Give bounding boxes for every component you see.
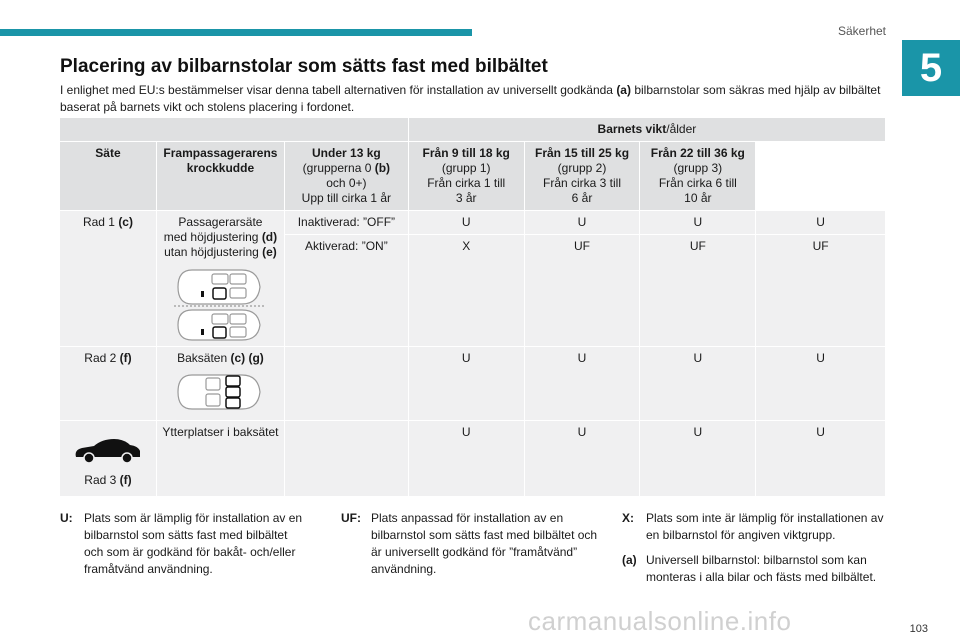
legend-x: X: Plats som inte är lämplig för install…	[622, 510, 884, 544]
weight-2-line1: (grupp 1)	[441, 161, 491, 175]
legend-u-key: U:	[60, 511, 73, 525]
col-weight-2: Från 9 till 18 kg (grupp 1) Från cirka 1…	[407, 141, 525, 211]
page-number: 103	[909, 623, 928, 635]
table-cell: U	[639, 346, 757, 421]
weight-3-line1: (grupp 2)	[557, 161, 607, 175]
row1-seat-ref-d: (d)	[261, 230, 278, 244]
table-cell	[283, 420, 409, 497]
row1-label-text: Rad 1	[82, 215, 119, 229]
weight-2-line2: Från cirka 1 till	[427, 176, 506, 190]
table-cell: U	[523, 346, 641, 421]
col-weight-4: Från 22 till 36 kg (grupp 3) Från cirka …	[639, 141, 757, 211]
table-row: Rad 3 (f) Ytterplatser i baksätet U U U …	[59, 420, 886, 497]
table-cell: U	[523, 420, 641, 497]
rear-seat-diagram-icon	[177, 374, 262, 410]
row1-airbag-off: Inaktiverad: ”OFF”	[283, 210, 409, 235]
row2-label: Rad 2 (f)	[59, 346, 157, 421]
legend-x-text: Plats som inte är lämplig för installati…	[646, 511, 884, 542]
weight-group-header: Barnets vikt/ålder	[407, 117, 887, 142]
table-cell	[283, 346, 409, 421]
row2-seat-text: Baksäten	[177, 351, 231, 365]
legend-u: U: Plats som är lämplig för installation…	[60, 510, 310, 578]
col-seat-header: Säte	[59, 141, 157, 211]
table-row: Rad 1 (c) Passagerarsäte med höjdjusteri…	[59, 210, 886, 347]
weight-1-line2: och 0+)	[326, 176, 367, 190]
table-cell: U	[639, 420, 757, 497]
weight-4-line3: 10 år	[684, 191, 712, 205]
legend-a: (a) Universell bilbarnstol: bilbarnstol …	[622, 552, 884, 586]
row1-seat-line2: med höjdjustering	[163, 230, 262, 244]
row3-label-ref: (f)	[119, 473, 132, 487]
table-header-row: Säte Frampassagerarens krockkudde Under …	[59, 141, 886, 211]
row1-seat-line3: utan höjdjustering	[164, 245, 263, 259]
intro-text-1: I enlighet med EU:s bestämmelser visar d…	[60, 83, 617, 97]
row1-seat-ref-e: (e)	[262, 245, 277, 259]
table-cell: UF	[639, 234, 757, 347]
table-cell: U	[639, 210, 757, 235]
legend-uf-key: UF:	[341, 511, 361, 525]
front-seat-diagram-icon	[174, 269, 267, 341]
row2-seat: Baksäten (c) (g)	[155, 346, 285, 421]
row1-seat-line1: Passagerarsäte	[178, 215, 263, 229]
table-cell: U	[755, 346, 886, 421]
row3-label: Rad 3 (f)	[59, 420, 157, 497]
legend-a-key: (a)	[622, 553, 637, 567]
section-name: Säkerhet	[837, 24, 886, 38]
table-cell: U	[755, 210, 886, 235]
col-airbag-header: Frampassagerarens krockkudde	[155, 141, 285, 211]
row1-label: Rad 1 (c)	[59, 210, 157, 347]
weight-1-ref: (b)	[374, 161, 391, 175]
table-cell: U	[523, 210, 641, 235]
intro-ref-a: (a)	[616, 83, 631, 97]
row3-seat: Ytterplatser i baksätet	[155, 420, 285, 497]
intro-text-2: bilbarnstolar som säkras med hjälp av bi…	[60, 83, 881, 114]
legend-a-text: Universell bilbarnstol: bilbarnstol som …	[646, 553, 877, 584]
weight-3-title: Från 15 till 25 kg	[534, 146, 630, 160]
col-weight-3: Från 15 till 25 kg (grupp 2) Från cirka …	[523, 141, 641, 211]
table-cell: U	[755, 420, 886, 497]
row2-seat-ref: (c) (g)	[230, 351, 264, 365]
table-cell: X	[407, 234, 525, 347]
col-weight-1: Under 13 kg (grupperna 0 (b) och 0+) Upp…	[283, 141, 409, 211]
table-cell: U	[407, 420, 525, 497]
weight-4-title: Från 22 till 36 kg	[650, 146, 745, 160]
weight-1-line3: Upp till cirka 1 år	[301, 191, 392, 205]
row2-label-ref: (f)	[119, 351, 132, 365]
weight-1-line1: (grupperna 0	[302, 161, 375, 175]
weight-3-line3: 6 år	[571, 191, 593, 205]
row2-label-text: Rad 2	[84, 351, 120, 365]
weight-header-bold: Barnets vikt	[597, 122, 667, 136]
chapter-number: 5	[902, 40, 960, 96]
header-accent-bar	[0, 29, 472, 36]
row1-seat: Passagerarsäte med höjdjustering (d) uta…	[155, 210, 285, 347]
child-seat-table: Barnets vikt/ålder Säte Frampassageraren…	[59, 117, 887, 497]
car-silhouette-icon	[75, 439, 140, 464]
table-cell: UF	[755, 234, 886, 347]
table-row: Rad 2 (f) Baksäten (c) (g) U U U U	[59, 346, 886, 421]
table-row: Aktiverad: ”ON” X UF UF UF	[60, 234, 886, 347]
weight-4-line2: Från cirka 6 till	[658, 176, 737, 190]
legend-uf-text: Plats anpassad för installation av en bi…	[371, 511, 598, 576]
row1-label-ref: (c)	[118, 215, 133, 229]
row3-label-text: Rad 3	[84, 473, 120, 487]
table-group-header-row: Barnets vikt/ålder	[59, 117, 887, 142]
watermark: carmanualsonline.info	[528, 606, 792, 636]
weight-4-line1: (grupp 3)	[673, 161, 723, 175]
intro-paragraph: I enlighet med EU:s bestämmelser visar d…	[60, 82, 890, 116]
weight-2-line3: 3 år	[455, 191, 477, 205]
weight-3-line2: Från cirka 3 till	[543, 176, 622, 190]
weight-1-title: Under 13 kg	[312, 146, 381, 160]
table-cell: U	[407, 346, 525, 421]
weight-header-rest: /ålder	[666, 122, 697, 136]
row1-airbag-on: Aktiverad: ”ON”	[283, 234, 409, 347]
page-title: Placering av bilbarnstolar som sätts fas…	[60, 56, 548, 77]
legend-x-key: X:	[622, 511, 634, 525]
table-cell: U	[407, 210, 525, 235]
legend-uf: UF: Plats anpassad för installation av e…	[341, 510, 603, 578]
weight-2-title: Från 9 till 18 kg	[422, 146, 510, 160]
table-cell: UF	[523, 234, 641, 347]
legend-u-text: Plats som är lämplig för installation av…	[84, 511, 303, 576]
